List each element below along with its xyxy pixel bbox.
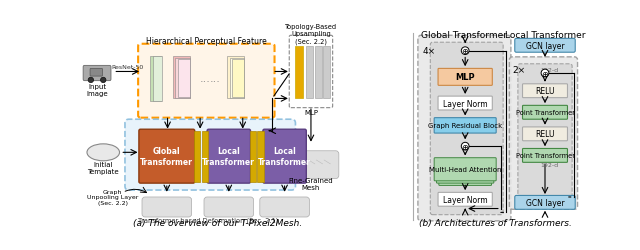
Text: (b) Architectures of Transformers.: (b) Architectures of Transformers. <box>419 218 572 227</box>
FancyBboxPatch shape <box>139 130 195 184</box>
Text: Global
Transformer: Global Transformer <box>140 147 193 166</box>
Text: (a) The overview of our T-Pixel2Mesh.: (a) The overview of our T-Pixel2Mesh. <box>133 218 303 227</box>
Circle shape <box>461 48 469 55</box>
Text: Initial
Template: Initial Template <box>88 162 119 174</box>
FancyBboxPatch shape <box>418 36 511 221</box>
Text: Fine-Grained
Mesh: Fine-Grained Mesh <box>289 177 333 190</box>
Text: Local
Transformer: Local Transformer <box>258 147 311 166</box>
Circle shape <box>100 78 106 83</box>
Text: MLP: MLP <box>456 73 475 82</box>
FancyBboxPatch shape <box>90 69 102 77</box>
Text: MLP: MLP <box>304 109 318 115</box>
Text: ...: ... <box>200 74 211 84</box>
Bar <box>194 131 200 182</box>
Bar <box>296 47 303 99</box>
Text: Local Transformer: Local Transformer <box>505 31 585 40</box>
FancyBboxPatch shape <box>430 43 503 215</box>
Bar <box>257 131 264 182</box>
Bar <box>323 47 330 99</box>
Text: GCN layer: GCN layer <box>525 198 564 207</box>
FancyBboxPatch shape <box>142 197 191 217</box>
FancyBboxPatch shape <box>522 128 568 141</box>
FancyBboxPatch shape <box>125 120 296 190</box>
FancyBboxPatch shape <box>434 118 496 134</box>
Text: 192-d: 192-d <box>540 162 558 168</box>
FancyBboxPatch shape <box>515 39 575 53</box>
FancyBboxPatch shape <box>438 192 492 206</box>
FancyBboxPatch shape <box>522 149 568 163</box>
FancyBboxPatch shape <box>439 163 492 186</box>
Bar <box>178 60 190 98</box>
Bar <box>173 57 190 99</box>
Text: Transformer-based Deformation (Sec. 2.1): Transformer-based Deformation (Sec. 2.1) <box>138 217 278 224</box>
FancyBboxPatch shape <box>138 44 275 118</box>
FancyBboxPatch shape <box>522 84 568 98</box>
FancyBboxPatch shape <box>438 69 492 86</box>
Text: $\oplus$: $\oplus$ <box>461 142 469 151</box>
Text: $\oplus$: $\oplus$ <box>461 47 469 56</box>
Circle shape <box>88 78 93 83</box>
Text: 192-d: 192-d <box>540 68 558 72</box>
Text: RELU: RELU <box>535 130 555 139</box>
Bar <box>227 57 244 99</box>
Text: 2×: 2× <box>512 66 525 74</box>
Text: GCN layer: GCN layer <box>525 42 564 50</box>
FancyBboxPatch shape <box>438 97 492 110</box>
Text: Global Transformer: Global Transformer <box>420 31 507 40</box>
Text: ...: ... <box>210 74 221 84</box>
Text: $\oplus$: $\oplus$ <box>541 69 549 78</box>
Bar <box>153 57 162 101</box>
Text: RELU: RELU <box>535 87 555 96</box>
FancyBboxPatch shape <box>518 64 572 206</box>
Circle shape <box>541 70 549 78</box>
FancyBboxPatch shape <box>509 58 577 210</box>
Circle shape <box>461 143 469 150</box>
FancyBboxPatch shape <box>207 130 250 184</box>
Text: Local
Transformer: Local Transformer <box>202 147 255 166</box>
Bar <box>202 131 208 182</box>
Text: Layer Norm: Layer Norm <box>443 195 488 204</box>
Text: Layer Norm: Layer Norm <box>443 99 488 108</box>
FancyBboxPatch shape <box>515 196 575 209</box>
Text: 4×: 4× <box>422 47 435 56</box>
Bar <box>315 47 322 99</box>
Text: Hierarchical Perceptual Feature: Hierarchical Perceptual Feature <box>146 37 267 46</box>
FancyBboxPatch shape <box>282 151 339 179</box>
FancyBboxPatch shape <box>263 130 307 184</box>
Text: Point Transformer: Point Transformer <box>515 110 575 116</box>
Bar <box>175 58 190 98</box>
FancyBboxPatch shape <box>204 197 253 217</box>
Ellipse shape <box>87 144 120 161</box>
FancyBboxPatch shape <box>522 106 568 120</box>
FancyBboxPatch shape <box>436 160 494 184</box>
Bar <box>307 47 313 99</box>
FancyBboxPatch shape <box>260 197 309 217</box>
Text: Input
Image: Input Image <box>86 83 108 96</box>
Text: Topology-Based
Upsampling
(Sec. 2.2): Topology-Based Upsampling (Sec. 2.2) <box>285 24 337 45</box>
Bar <box>150 57 161 101</box>
Text: Multi-Head Attention: Multi-Head Attention <box>429 166 501 172</box>
FancyBboxPatch shape <box>83 66 111 82</box>
FancyBboxPatch shape <box>434 158 496 181</box>
Text: Graph
Unpooling Layer
(Sec. 2.2): Graph Unpooling Layer (Sec. 2.2) <box>87 189 138 206</box>
Text: ResNet-50: ResNet-50 <box>111 64 143 69</box>
FancyBboxPatch shape <box>289 36 333 108</box>
Bar <box>250 131 256 182</box>
Bar <box>232 60 244 98</box>
Bar <box>230 58 244 98</box>
Text: Point Transformer: Point Transformer <box>515 153 575 159</box>
Text: Graph Residual Block: Graph Residual Block <box>428 123 502 129</box>
